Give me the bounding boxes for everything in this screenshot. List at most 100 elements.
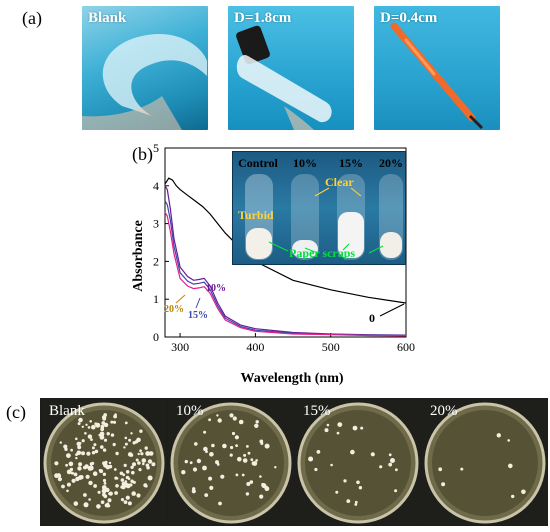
curve-label-20: 20% <box>164 304 184 315</box>
colony <box>192 467 198 472</box>
dish-caption: 10% <box>176 403 204 419</box>
colony <box>129 483 133 487</box>
colony <box>255 420 259 424</box>
tube-label-20: 20% <box>379 156 403 170</box>
colony <box>102 478 107 483</box>
colony <box>132 481 135 484</box>
colony <box>78 441 82 445</box>
colony <box>350 449 355 455</box>
dish-graphic <box>422 399 548 525</box>
colony <box>70 471 74 475</box>
colony <box>91 451 96 455</box>
colony <box>57 477 62 482</box>
colony <box>68 461 73 466</box>
photo-caption: D=0.4cm <box>380 10 438 26</box>
colony <box>246 482 251 486</box>
colony <box>87 426 91 429</box>
colony <box>75 476 80 482</box>
colony <box>370 452 375 457</box>
colony <box>127 501 132 506</box>
panel-label-a: (a) <box>22 8 42 28</box>
colony <box>131 470 135 475</box>
colony <box>235 473 239 477</box>
colony <box>360 426 364 430</box>
colony <box>192 487 196 491</box>
colony <box>247 451 251 455</box>
series-line-10pct <box>164 185 407 336</box>
colony <box>246 445 249 448</box>
inset-tube-photo: Control 10% 15% 20% Clear Turbid Paper s… <box>232 151 406 265</box>
colony <box>203 446 208 452</box>
colony <box>231 431 236 436</box>
colony <box>354 503 358 506</box>
colony <box>100 445 104 449</box>
colony <box>138 468 142 472</box>
colony <box>259 494 264 499</box>
dish-caption: 20% <box>430 403 458 419</box>
colony <box>151 462 156 467</box>
colony <box>352 425 358 431</box>
colony <box>208 418 211 422</box>
colony <box>113 468 117 471</box>
colony <box>511 494 515 499</box>
colony <box>96 504 101 509</box>
colony <box>57 473 61 476</box>
colony <box>101 485 107 490</box>
colony <box>145 451 151 456</box>
colony <box>112 420 117 424</box>
colony <box>194 442 198 446</box>
colony <box>388 453 392 457</box>
colony <box>147 459 153 464</box>
colony <box>127 477 131 481</box>
y-tick-label: 5 <box>153 141 159 155</box>
colony <box>93 484 97 488</box>
label-paper-scraps: Paper scraps <box>289 246 356 260</box>
colony <box>356 480 360 485</box>
colony <box>85 423 88 426</box>
colony <box>103 482 107 485</box>
colony <box>54 461 59 466</box>
colony <box>123 463 127 467</box>
colony <box>184 459 188 464</box>
colony <box>274 466 277 469</box>
colony <box>66 453 71 458</box>
colony <box>77 466 82 471</box>
colony <box>86 451 91 456</box>
colony <box>241 473 245 477</box>
curved-film-shape <box>82 34 207 130</box>
colony <box>110 420 114 424</box>
petri-dish-10: 10% <box>168 399 294 525</box>
colony <box>95 422 101 428</box>
colony <box>65 463 68 467</box>
colony <box>148 452 152 456</box>
curve-label-15: 15% <box>188 310 208 321</box>
colony <box>107 498 112 503</box>
photo-blank-film: Blank <box>82 6 208 130</box>
panel-label-c: (c) <box>6 402 26 422</box>
colony <box>137 452 140 456</box>
colony <box>81 451 85 456</box>
colony <box>252 461 258 466</box>
colony <box>139 429 143 433</box>
colony <box>125 470 130 474</box>
colony <box>139 449 142 453</box>
colony <box>346 499 351 503</box>
colony <box>98 433 101 437</box>
colony <box>77 445 82 450</box>
dish-graphic <box>168 399 294 525</box>
colony <box>208 476 213 481</box>
colony <box>264 486 270 492</box>
colony <box>110 433 115 437</box>
pen-shaped-roll <box>390 22 484 130</box>
colony <box>105 465 111 470</box>
colony <box>73 501 79 506</box>
colony <box>216 463 220 466</box>
tube-label-10: 10% <box>293 156 317 170</box>
colony <box>97 490 101 494</box>
photo-rolled-film-large: D=1.8cm <box>228 6 354 130</box>
colony <box>242 458 248 463</box>
colony <box>73 472 78 477</box>
colony <box>229 453 233 457</box>
colony <box>81 425 84 428</box>
colony <box>76 450 82 456</box>
